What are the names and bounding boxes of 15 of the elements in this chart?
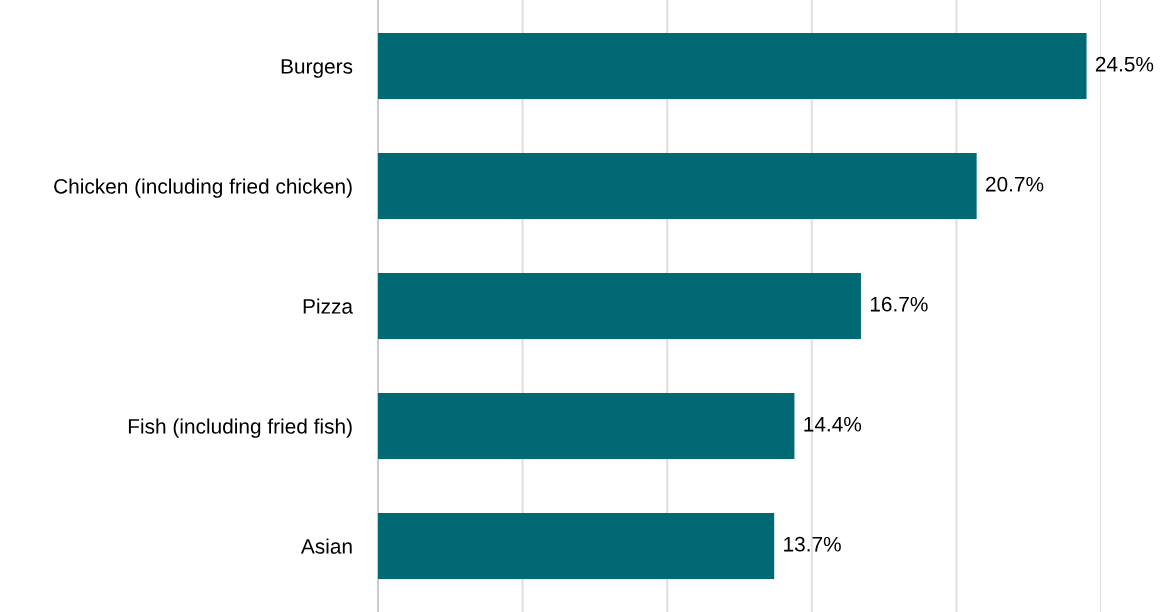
y-tick-label: Burgers (281, 59, 353, 78)
data-label: 13.7% (784, 536, 841, 552)
data-label: 14.4% (804, 416, 862, 432)
y-tick-label: Fish (including fried fish) (128, 418, 352, 438)
y-tick-label: Pizza (303, 298, 353, 314)
bar (378, 153, 977, 219)
data-label: 16.7% (870, 296, 928, 312)
y-tick-label: Asian (300, 538, 352, 554)
bar (378, 273, 861, 339)
y-tick-label: Chicken (including fried chicken) (54, 178, 352, 198)
data-label: 20.7% (986, 176, 1044, 192)
bar (378, 393, 795, 459)
bar (378, 33, 1087, 99)
data-label: 24.5% (1095, 56, 1154, 72)
bar (378, 513, 775, 579)
